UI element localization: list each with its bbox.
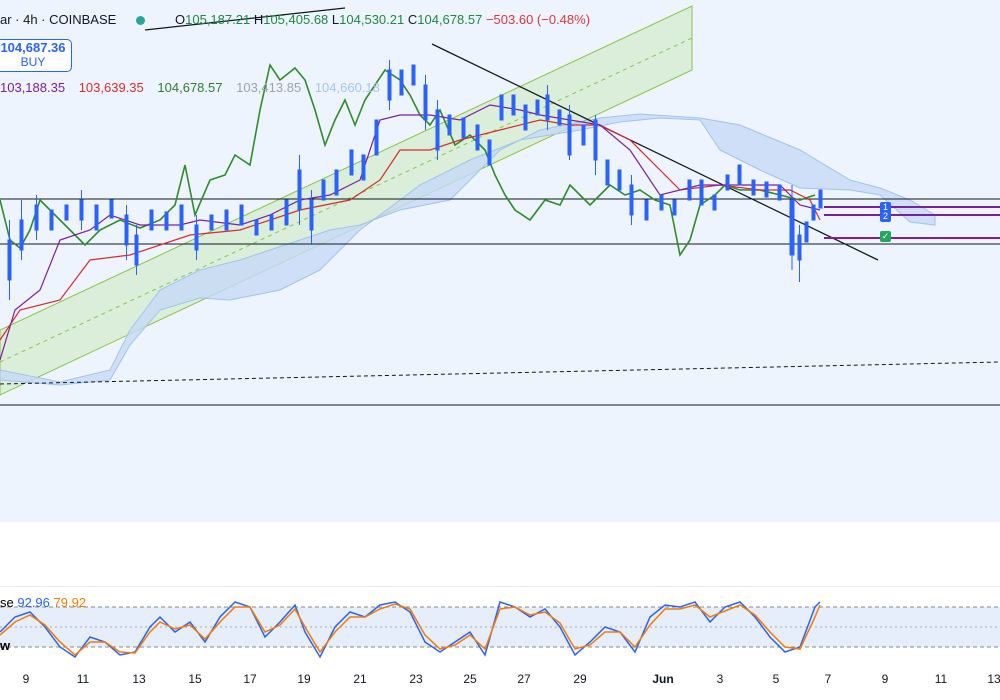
stoch-d-line <box>0 603 821 656</box>
base-value: 103,639.35 <box>78 80 144 95</box>
target-badge-2[interactable]: 2 <box>880 211 891 222</box>
time-tick: 11 <box>934 672 948 686</box>
time-tick: 17 <box>243 672 257 686</box>
oscillator-pane[interactable] <box>0 586 1000 665</box>
time-tick: Jun <box>652 672 674 686</box>
main-chart-pane[interactable]: ar · 4h · COINBASE O105,187.21 H105,405.… <box>0 0 1000 522</box>
low-value: 104,530.21 <box>339 12 405 27</box>
time-tick: 13 <box>132 672 146 686</box>
descending-trendline <box>431 43 879 261</box>
time-tick: 21 <box>353 672 367 686</box>
time-tick: 9 <box>22 672 30 686</box>
open-value: 105,187.21 <box>185 12 251 27</box>
stoch-k-value: 92.96 <box>17 595 50 610</box>
time-tick: 27 <box>517 672 531 686</box>
change-value: −503.60 (−0.48%) <box>485 12 591 27</box>
time-tick: 3 <box>716 672 724 686</box>
dashed-trendline <box>0 361 1000 385</box>
oscillator-legend: se 92.96 79.92 <box>0 595 86 610</box>
lagging-value: 104,678.57 <box>157 80 223 95</box>
oscillator-label: se <box>0 595 14 610</box>
indicator-legend: 103,188.35 103,639.35 104,678.57 103,413… <box>0 80 390 95</box>
open-label: O <box>175 12 186 27</box>
market-status-icon <box>136 16 145 25</box>
time-tick: 5 <box>772 672 780 686</box>
check-icon[interactable]: ✓ <box>880 231 891 242</box>
conversion-line <box>0 104 821 361</box>
high-value: 105,405.68 <box>263 12 329 27</box>
buy-label: BUY <box>20 55 46 69</box>
price-chart <box>0 5 1000 406</box>
buy-price: 104,687.36 <box>0 40 66 55</box>
ohlc-legend: O105,187.21 H105,405.68 L104,530.21 C104… <box>175 12 590 27</box>
time-tick: 25 <box>463 672 477 686</box>
buy-button[interactable]: 104,687.36 BUY <box>0 39 72 72</box>
time-tick: 19 <box>297 672 311 686</box>
oscillator-partial-label: w <box>0 638 11 653</box>
target-badge-1[interactable]: 1 <box>880 202 891 213</box>
low-label: L <box>331 12 340 27</box>
time-tick: 13 <box>987 672 1000 686</box>
lead-b-value: 104,660.18 <box>314 80 380 95</box>
ichimoku-cloud <box>0 113 936 386</box>
stochastic-chart <box>0 601 1000 659</box>
time-tick: 9 <box>881 672 889 686</box>
symbol-title[interactable]: ar · 4h · COINBASE <box>0 12 117 27</box>
lead-a-value: 103,413.85 <box>236 80 302 95</box>
conversion-value: 103,188.35 <box>0 80 66 95</box>
time-tick: 11 <box>76 672 90 686</box>
time-tick: 15 <box>188 672 202 686</box>
close-value: 104,678.57 <box>417 12 483 27</box>
stoch-k-line <box>0 601 821 659</box>
time-tick: 23 <box>409 672 423 686</box>
stoch-d-value: 79.92 <box>53 595 87 610</box>
top-trendline <box>144 7 346 31</box>
time-tick: 7 <box>824 672 832 686</box>
candles <box>7 60 823 300</box>
time-axis[interactable] <box>0 664 1000 700</box>
close-label: C <box>407 12 418 27</box>
high-label: H <box>253 12 264 27</box>
time-tick: 29 <box>573 672 587 686</box>
